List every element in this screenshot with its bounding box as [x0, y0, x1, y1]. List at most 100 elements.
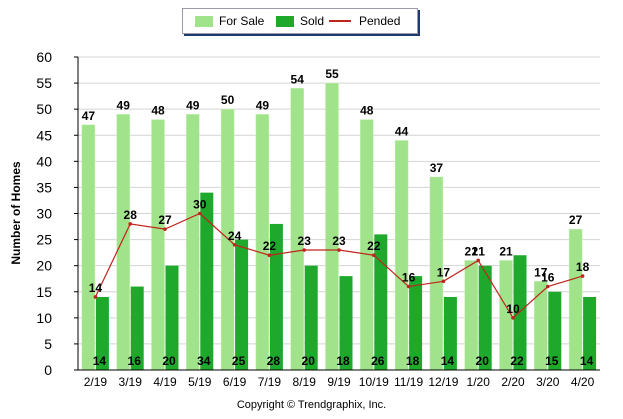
pended-value-label: 14 [89, 281, 103, 295]
sold-bar [339, 276, 353, 370]
y-tick-label: 35 [36, 179, 52, 195]
pended-point [406, 284, 411, 289]
sold-bar [269, 223, 283, 370]
x-tick-label: 1/20 [467, 375, 491, 389]
sold-value-label: 26 [371, 354, 385, 368]
x-tick-label: 3/20 [536, 375, 560, 389]
pended-point [93, 295, 98, 299]
pended-value-label: 30 [193, 198, 207, 212]
x-tick-label: 6/19 [223, 375, 247, 389]
sold-value-label: 25 [232, 354, 246, 368]
pended-point [337, 248, 341, 252]
pended-line [93, 211, 585, 320]
x-tick-label: 7/19 [258, 375, 282, 389]
for-sale-swatch-icon [195, 15, 213, 27]
sold-value-label: 14 [93, 354, 107, 368]
y-tick-label: 30 [36, 206, 52, 222]
for-sale-value-label: 21 [499, 244, 513, 258]
pended-point [232, 243, 237, 247]
for-sale-value-label: 27 [569, 213, 583, 227]
pended-value-label: 18 [576, 260, 590, 274]
sold-value-label: 22 [510, 354, 524, 368]
for-sale-value-label: 47 [82, 109, 96, 123]
pended-value-label: 17 [437, 265, 451, 279]
data-labels: 47 14 49 16 48 20 49 34 50 25 49 28 54 20 55 18 48 26 44 18… [82, 67, 594, 368]
sold-value-label: 14 [441, 354, 455, 368]
for-sale-bar [394, 140, 409, 371]
sold-value-label: 34 [197, 354, 211, 368]
y-tick-label: 20 [36, 258, 52, 274]
pended-point [372, 253, 376, 258]
sold-value-label: 28 [267, 354, 281, 368]
x-tick-label: 10/19 [359, 375, 389, 389]
grid-lines [78, 56, 600, 345]
pended-point [511, 316, 515, 320]
x-tick-label: 8/19 [293, 375, 317, 389]
pended-point [546, 284, 550, 289]
for-sale-bar [290, 88, 304, 371]
pended-value-label: 23 [298, 234, 312, 248]
y-tick-label: 55 [36, 75, 52, 91]
pended-value-label: 21 [472, 244, 486, 258]
y-tick-label: 5 [44, 336, 52, 352]
copyright-text: Copyright © Trendgraphix, Inc. [236, 399, 387, 411]
pended-value-label: 22 [367, 239, 381, 253]
sold-bar [583, 296, 597, 370]
x-tick-label: 9/19 [327, 375, 351, 389]
x-tick-label: 4/19 [153, 375, 177, 389]
legend-label-pended: Pended [359, 14, 401, 28]
y-tick-label: 25 [36, 232, 52, 248]
for-sale-bar [325, 82, 339, 371]
pended-line-icon [329, 20, 351, 22]
sold-bar [95, 296, 109, 370]
x-tick-label: 2/19 [84, 375, 108, 389]
legend: For Sale Sold Pended [182, 8, 418, 34]
x-tick-label: 11/19 [394, 375, 423, 389]
sold-bar [235, 239, 249, 370]
sold-swatch-icon [276, 15, 294, 27]
y-tick-label: 15 [36, 284, 52, 300]
sold-bar [165, 265, 179, 370]
pended-value-label: 27 [158, 213, 172, 227]
for-sale-value-label: 49 [186, 98, 200, 112]
sold-value-label: 20 [476, 354, 490, 368]
sold-bar [478, 265, 492, 370]
for-sale-value-label: 50 [221, 93, 235, 107]
sold-bar [130, 286, 144, 370]
pended-value-label: 23 [332, 234, 346, 248]
pended-point [163, 227, 167, 231]
for-sale-bar [151, 119, 165, 371]
for-sale-value-label: 55 [325, 67, 339, 81]
sold-bar [513, 255, 527, 370]
y-tick-label: 50 [36, 101, 52, 117]
for-sale-value-label: 17 [534, 265, 548, 279]
x-tick-label: 3/19 [119, 375, 143, 389]
for-sale-bar [81, 124, 96, 371]
pended-point [128, 222, 132, 226]
y-tick-label: 0 [44, 362, 52, 378]
pended-point [302, 248, 307, 252]
x-tick-label: 4/20 [571, 375, 595, 389]
pended-point [267, 253, 272, 258]
y-tick-label: 45 [36, 127, 52, 143]
bars [81, 82, 597, 371]
pended-value-label: 16 [541, 271, 555, 285]
sold-bar [304, 265, 318, 370]
y-tick-label: 10 [36, 310, 52, 326]
for-sale-value-label: 48 [151, 104, 165, 118]
for-sale-value-label: 48 [360, 104, 374, 118]
x-tick-label: 2/20 [501, 375, 525, 389]
sold-value-label: 15 [545, 354, 559, 368]
legend-label-for-sale: For Sale [219, 14, 265, 28]
sold-bar [200, 192, 214, 370]
sold-bar [443, 296, 457, 370]
x-tick-label: 12/19 [428, 375, 458, 389]
pended-point [580, 274, 585, 278]
for-sale-value-label: 54 [291, 72, 305, 86]
sold-value-label: 20 [302, 354, 316, 368]
pended-value-label: 10 [506, 302, 520, 316]
for-sale-value-label: 49 [117, 98, 131, 112]
pended-value-label: 24 [228, 229, 242, 243]
sold-bar [548, 291, 562, 370]
